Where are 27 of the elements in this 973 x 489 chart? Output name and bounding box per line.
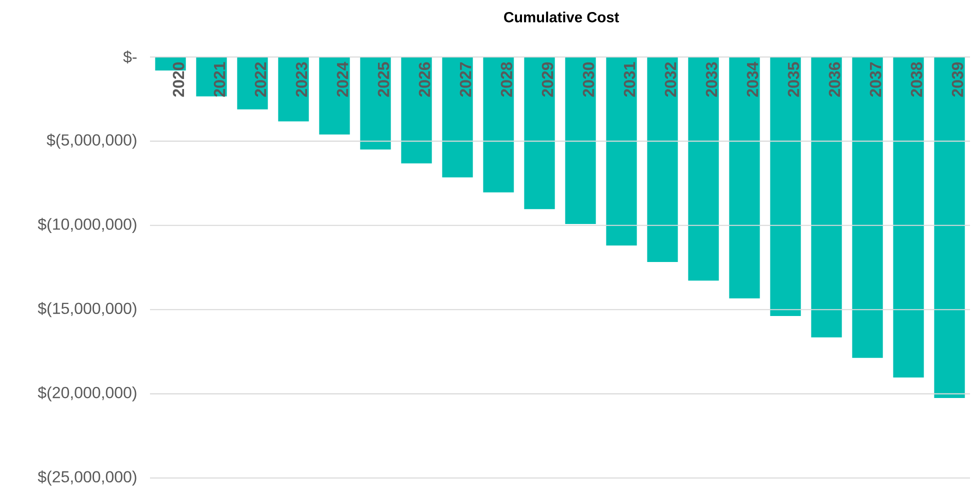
- x-tick-label: 2028: [500, 62, 512, 97]
- x-tick-label: 2039: [952, 62, 964, 97]
- x-tick-label: 2030: [582, 62, 594, 97]
- chart-title: Cumulative Cost: [504, 12, 620, 22]
- x-tick-label: 2038: [910, 62, 922, 97]
- x-tick-label: 2020: [172, 62, 184, 97]
- y-tick-label: $-: [123, 50, 137, 64]
- x-tick-label: 2037: [870, 62, 882, 97]
- x-tick-label: 2031: [624, 62, 636, 97]
- x-tick-label: 2036: [828, 62, 840, 97]
- y-tick-label: $(25,000,000): [38, 470, 136, 486]
- x-tick-label: 2023: [296, 62, 308, 97]
- x-tick-label: 2024: [336, 62, 348, 97]
- x-tick-label: 2035: [788, 62, 800, 97]
- x-tick-label: 2026: [418, 62, 430, 97]
- x-tick-label: 2033: [706, 62, 718, 97]
- x-tick-label: 2029: [542, 62, 554, 97]
- y-tick-label: $(20,000,000): [38, 386, 136, 402]
- y-tick-label: $(5,000,000): [46, 134, 136, 149]
- y-tick-label: $(15,000,000): [38, 302, 136, 318]
- x-tick-label: 2021: [214, 62, 226, 97]
- x-tick-label: 2025: [378, 62, 390, 97]
- y-tick-label: $(10,000,000): [38, 218, 136, 233]
- x-tick-label: 2032: [664, 62, 676, 97]
- x-tick-label: 2027: [460, 62, 472, 97]
- x-tick-label: 2034: [746, 62, 758, 97]
- x-tick-label: 2022: [254, 62, 266, 97]
